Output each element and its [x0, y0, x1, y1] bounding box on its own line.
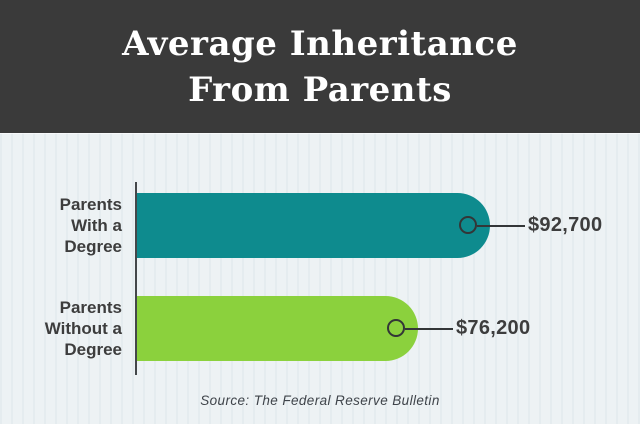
- category-label-line: Parents: [59, 298, 122, 317]
- connector-line: [477, 224, 525, 227]
- bar-track: $92,700: [137, 193, 640, 258]
- category-label-without-degree: Parents Without a Degree: [0, 296, 122, 361]
- value-label-with-degree: $92,700: [528, 214, 603, 236]
- circle-marker-icon: [459, 216, 477, 234]
- chart-area: Parents With a Degree $92,700 Parents Wi…: [0, 133, 640, 424]
- category-label-line: Degree: [64, 237, 122, 256]
- bar-row-with-degree: Parents With a Degree $92,700: [0, 193, 640, 258]
- circle-marker-icon: [387, 319, 405, 337]
- chart-title-line-2: From Parents: [188, 69, 452, 110]
- bar-without-degree: [137, 296, 418, 361]
- category-label-with-degree: Parents With a Degree: [0, 193, 122, 258]
- category-label-line: Degree: [64, 340, 122, 359]
- bar-track: $76,200: [137, 296, 640, 361]
- bar-with-degree: [137, 193, 490, 258]
- category-label-line: Without a: [44, 319, 122, 338]
- chart-title-line-1: Average Inheritance: [122, 23, 518, 64]
- value-label-without-degree: $76,200: [456, 317, 531, 339]
- axis-line: [135, 182, 137, 375]
- connector-line: [405, 327, 453, 330]
- bar-row-without-degree: Parents Without a Degree $76,200: [0, 296, 640, 361]
- header-banner: Average Inheritance From Parents: [0, 0, 640, 133]
- category-label-line: With a: [71, 216, 122, 235]
- category-label-line: Parents: [59, 195, 122, 214]
- source-text: Source: The Federal Reserve Bulletin: [200, 393, 440, 408]
